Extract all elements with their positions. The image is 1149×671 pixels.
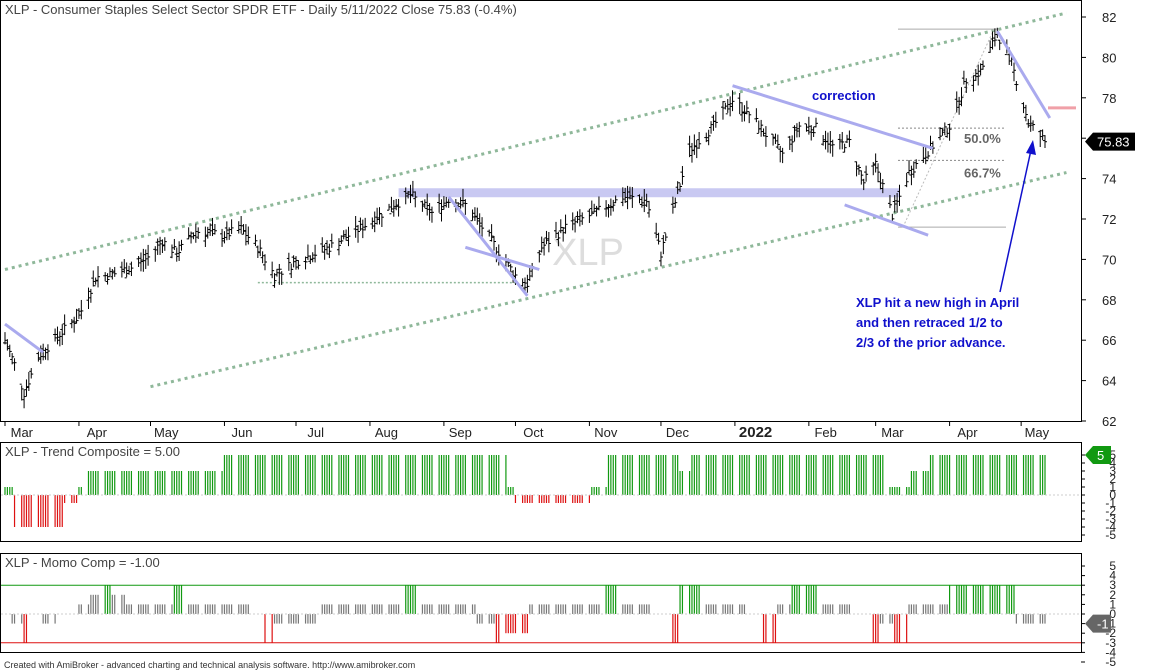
resistance-trendline — [732, 84, 934, 150]
price-bars — [3, 27, 1047, 409]
axes: 8280787674727068666462543210-1-2-3-4-554… — [1, 10, 1116, 669]
indicator-y-tick-label: 0 — [1109, 488, 1116, 502]
footer-credit: Created with AmiBroker - advanced charti… — [4, 660, 415, 670]
last-price-value: 75.83 — [1097, 135, 1130, 150]
trend-composite-title: XLP - Trend Composite = 5.00 — [5, 444, 180, 459]
note-arrowhead — [1026, 140, 1036, 155]
last-price-tag: 75.83 — [1085, 132, 1135, 151]
indicator-y-tick-label: 4 — [1109, 569, 1116, 583]
momo-pane — [0, 553, 1082, 653]
resistance-trendline — [464, 245, 540, 271]
y-tick-label: 64 — [1102, 374, 1116, 389]
indicator-y-tick-label: -2 — [1105, 504, 1116, 518]
indicator-y-tick-label: -4 — [1105, 645, 1116, 659]
channel-upper-line — [4, 11, 1067, 271]
indicator-y-tick-label: 1 — [1109, 480, 1116, 494]
resistance-trendline — [4, 322, 45, 354]
note-arrow — [999, 149, 1032, 293]
x-tick-label: Mar — [881, 425, 904, 440]
y-tick-label: 68 — [1102, 293, 1116, 308]
horizontal-band — [257, 188, 900, 284]
fib-50-label: 50.0% — [964, 131, 1001, 146]
indicator-y-tick-label: -2 — [1105, 626, 1116, 640]
fib-667-label: 66.7% — [964, 165, 1001, 180]
indicator-y-tick-label: -3 — [1105, 636, 1116, 650]
x-tick-label: Apr — [87, 425, 108, 440]
y-tick-label: 80 — [1102, 50, 1116, 65]
trend-composite-value: 5 — [1097, 448, 1104, 463]
indicator-y-tick-label: 3 — [1109, 464, 1116, 478]
indicator-y-tick-label: 4 — [1109, 456, 1116, 470]
support-trendline — [844, 203, 929, 237]
y-tick-label: 72 — [1102, 212, 1116, 227]
x-tick-label: Aug — [375, 425, 398, 440]
indicator-y-tick-label: 2 — [1109, 472, 1116, 486]
price-chart-title: XLP - Consumer Staples Select Sector SPD… — [5, 2, 517, 17]
momo-comp-title: XLP - Momo Comp = -1.00 — [5, 555, 160, 570]
x-tick-label: Jul — [307, 425, 324, 440]
y-tick-label: 78 — [1102, 91, 1116, 106]
trend-pane — [0, 442, 1082, 542]
x-tick-label: Mar — [11, 425, 34, 440]
x-tick-label: Jun — [231, 425, 252, 440]
x-tick-label: Feb — [814, 425, 836, 440]
y-tick-label: 62 — [1102, 414, 1116, 429]
x-tick-label: Apr — [957, 425, 978, 440]
x-tick-label: May — [1025, 425, 1050, 440]
x-tick-label: Sep — [449, 425, 472, 440]
trend-composite-tag: 5 — [1085, 446, 1111, 464]
x-tick-label: 2022 — [739, 424, 772, 441]
channel-lower-line — [150, 171, 1067, 389]
trend-composite-bars — [4, 455, 1046, 527]
note-line-1: XLP hit a new high in April — [856, 295, 1019, 310]
resistance-trendline — [996, 30, 1052, 119]
indicator-y-tick-label: 5 — [1109, 448, 1116, 462]
x-tick-label: Dec — [666, 425, 690, 440]
indicator-y-tick-label: -4 — [1105, 520, 1116, 534]
x-tick-label: May — [154, 425, 179, 440]
momo-comp-tag: -1 — [1085, 614, 1111, 633]
correction-label: correction — [812, 88, 876, 103]
y-tick-label: 74 — [1102, 172, 1116, 187]
note-line-3: 2/3 of the prior advance. — [856, 335, 1006, 350]
indicator-y-tick-label: 3 — [1109, 578, 1116, 592]
price-pane — [0, 0, 1082, 422]
momo-comp-bars — [11, 585, 1046, 643]
indicator-y-tick-label: -1 — [1105, 496, 1116, 510]
indicator-y-tick-label: -5 — [1105, 655, 1116, 669]
indicator-y-tick-label: 1 — [1109, 597, 1116, 611]
price-channel — [4, 11, 1067, 389]
x-tick-label: Nov — [594, 425, 618, 440]
note-line-2: and then retraced 1/2 to — [856, 315, 1003, 330]
x-tick-label: Oct — [523, 425, 544, 440]
y-tick-label: 66 — [1102, 333, 1116, 348]
y-tick-label: 82 — [1102, 10, 1116, 25]
indicator-y-tick-label: 2 — [1109, 588, 1116, 602]
indicator-y-tick-label: 0 — [1109, 607, 1116, 621]
momo-comp-value: -1 — [1097, 617, 1109, 632]
indicator-y-tick-label: 5 — [1109, 559, 1116, 573]
symbol-watermark: XLP — [552, 232, 624, 274]
indicator-y-tick-label: -5 — [1105, 528, 1116, 542]
resistance-trendline — [447, 195, 529, 297]
y-tick-label: 70 — [1102, 252, 1116, 267]
trendlines — [4, 30, 1076, 354]
indicator-y-tick-label: -3 — [1105, 512, 1116, 526]
fib-diagonal — [902, 28, 995, 228]
